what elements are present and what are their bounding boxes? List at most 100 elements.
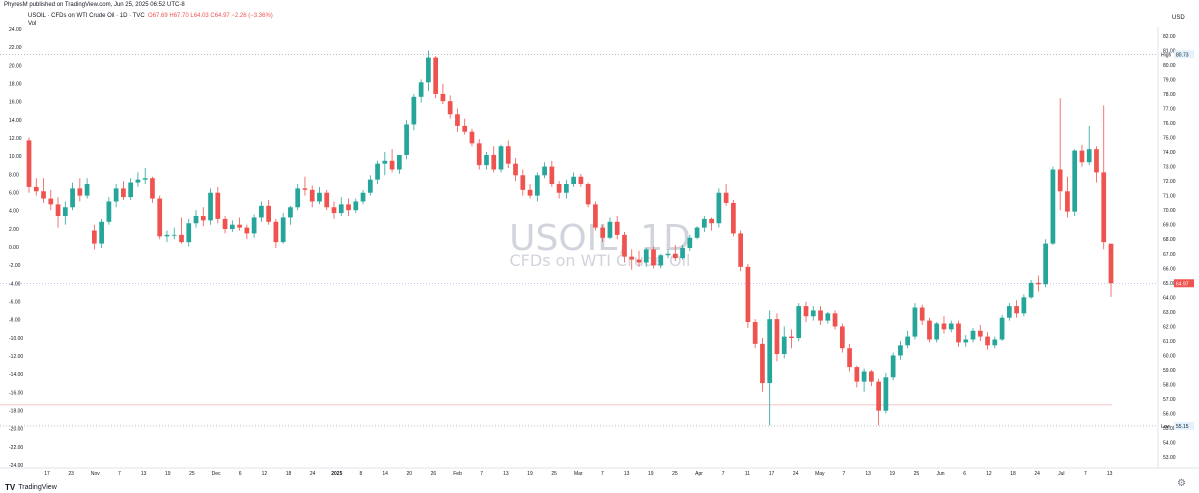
right-axis-tick-label: 71.00 — [1163, 194, 1176, 200]
candle-body — [433, 57, 439, 94]
candle-body — [789, 336, 794, 339]
candle-body — [411, 96, 417, 125]
left-axis-tick-label: -4.00 — [9, 281, 21, 287]
candle-body — [244, 227, 250, 234]
candle-body — [643, 249, 649, 263]
right-axis-tick-label: 57.00 — [1163, 397, 1176, 403]
right-axis-tick-label: 58.00 — [1163, 383, 1176, 389]
candle-body — [651, 249, 656, 266]
time-axis-label: 19 — [889, 471, 895, 477]
left-axis-tick-label: 4.00 — [9, 209, 19, 215]
time-axis-label: 14 — [382, 471, 388, 477]
candle-body — [375, 163, 380, 180]
candle-body — [382, 160, 388, 164]
candle-body — [222, 218, 228, 230]
candle-body — [1006, 306, 1012, 318]
time-axis-label: 25 — [672, 471, 678, 477]
candle-body — [781, 336, 787, 355]
time-axis-label: 7 — [1084, 471, 1087, 477]
candle-body — [701, 218, 707, 228]
time-axis-label: 17 — [44, 471, 50, 477]
right-axis-tick-label: 70.00 — [1163, 208, 1176, 214]
candle-body — [898, 345, 903, 356]
candle-body — [295, 188, 301, 208]
left-axis-tick-label: -10.00 — [9, 336, 23, 342]
candle-body — [389, 160, 395, 170]
candle-body — [977, 330, 983, 337]
right-axis-tick-label: 80.00 — [1163, 63, 1176, 69]
candle-body — [578, 176, 584, 185]
left-axis-tick-label: 8.00 — [9, 172, 19, 178]
right-axis-tick-label: 78.00 — [1163, 92, 1176, 98]
right-axis-tick-label: 55.00 — [1163, 426, 1176, 432]
high-tag — [1174, 50, 1194, 59]
right-axis-tick-label: 64.00 — [1163, 295, 1176, 301]
right-axis-tick-label: 73.00 — [1163, 165, 1176, 171]
time-axis-label: 11 — [745, 471, 750, 477]
time-axis-label: 7 — [118, 471, 121, 477]
candle-body — [462, 125, 468, 132]
candle-body — [498, 146, 504, 170]
watermark-symbol: USOIL, 1D — [509, 218, 691, 259]
candle-body — [513, 163, 518, 176]
candle-body — [614, 221, 620, 235]
time-axis-label: 8 — [360, 471, 363, 477]
candle-body — [803, 306, 809, 317]
candle-body — [317, 192, 322, 202]
candle-body — [164, 234, 170, 237]
right-axis-tick-label: 81.00 — [1163, 48, 1176, 54]
candle-body — [694, 227, 700, 238]
right-axis-tick-label: 79.00 — [1163, 77, 1176, 83]
candle-body — [179, 234, 184, 243]
time-axis-label: Mar — [574, 471, 583, 477]
time-axis-label: 12 — [262, 471, 268, 477]
candle-body — [658, 255, 664, 266]
candle-body — [157, 198, 163, 237]
candle-body — [847, 348, 852, 368]
last-price-tag — [1174, 279, 1194, 288]
left-axis-tick-label: 0.00 — [9, 245, 19, 251]
time-axis-label: 25 — [551, 471, 557, 477]
time-axis-label: 12 — [986, 471, 992, 477]
candle-body — [200, 215, 206, 221]
candle-body — [832, 313, 838, 327]
left-axis-tick-label: -22.00 — [9, 445, 23, 451]
candle-body — [491, 154, 497, 170]
candle-body — [672, 253, 678, 259]
candle-body — [396, 154, 402, 170]
candle-body — [505, 146, 511, 164]
time-axis-label: 19 — [165, 471, 171, 477]
time-axis-label: Dec — [212, 471, 221, 477]
candle-body — [890, 355, 896, 378]
candle-body — [941, 323, 947, 330]
settings-gear-icon[interactable]: ⚙ — [1177, 478, 1186, 489]
candle-body — [113, 188, 119, 202]
candle-body — [571, 176, 576, 185]
left-axis-tick-label: 16.00 — [9, 100, 22, 106]
left-axis-tick-label: 2.00 — [9, 227, 19, 233]
left-axis-tick-label: 6.00 — [9, 191, 19, 197]
right-axis-tick-label: 72.00 — [1163, 179, 1176, 185]
time-axis-label: 13 — [141, 471, 147, 477]
candle-body — [70, 188, 75, 208]
candle-body — [1108, 243, 1114, 284]
candle-body — [1057, 169, 1063, 192]
candle-body — [280, 217, 286, 243]
candle-body — [266, 205, 271, 222]
symbol-line: USOIL · CFDs on WTI Crude Oil · 1D · TVC — [28, 13, 145, 19]
right-axis-tick-label: 63.00 — [1163, 310, 1176, 316]
candle-body — [948, 323, 954, 330]
symbol-legend: USOIL · CFDs on WTI Crude Oil · 1D · TVC… — [28, 13, 273, 19]
tradingview-footer: TV TradingView — [5, 483, 57, 492]
candle-body — [564, 184, 569, 193]
candle-body — [534, 175, 540, 196]
candle-body — [33, 186, 39, 192]
right-axis-tick-label: 59.00 — [1163, 368, 1176, 374]
right-axis-tick-label: 67.00 — [1163, 252, 1176, 258]
time-axis-label: 23 — [68, 471, 74, 477]
candle-body — [77, 188, 83, 196]
candle-body — [455, 114, 460, 126]
right-axis-tick-label: 75.00 — [1163, 136, 1176, 142]
right-axis-tick-label: 66.00 — [1163, 266, 1176, 272]
